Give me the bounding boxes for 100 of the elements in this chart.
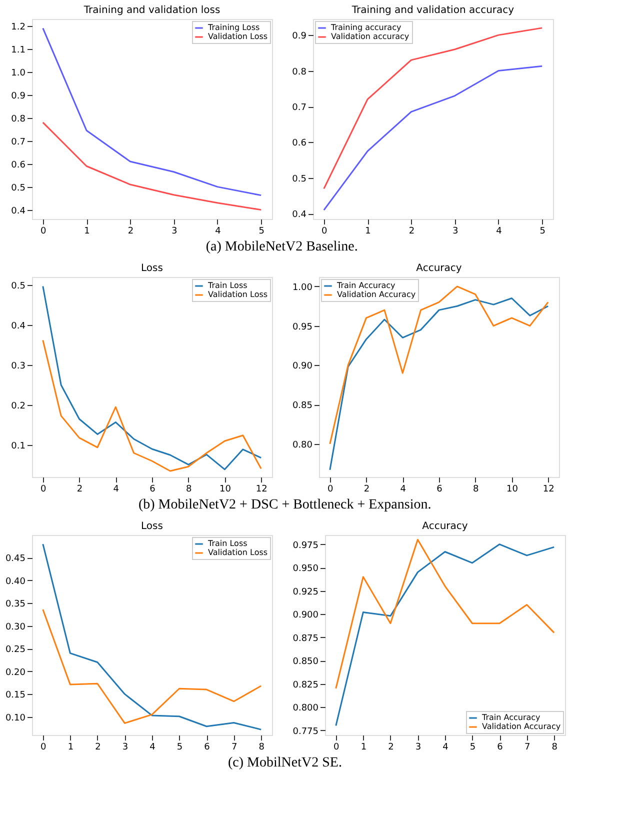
text: (a) MobileNetV2 Baseline. [206, 240, 358, 254]
chart-title: Accuracy [422, 521, 468, 532]
x-tick-label: 1 [84, 226, 90, 236]
legend-label: Train Loss [207, 539, 248, 548]
chart-title: Training and validation loss [82, 5, 220, 16]
y-tick-label: 0.6 [11, 160, 26, 170]
y-tick-label: 0.1 [11, 442, 26, 452]
legend-label: Train Accuracy [336, 281, 396, 290]
y-tick-label: 0.900 [292, 610, 319, 621]
y-tick-label: 0.10 [5, 713, 26, 724]
x-tick-label: 5 [470, 742, 476, 752]
x-tick-label: 4 [442, 742, 449, 752]
y-tick-label: 0.40 [5, 576, 26, 587]
x-tick-label: 10 [220, 484, 232, 494]
x-tick-label: 5 [176, 742, 183, 752]
x-tick-label: 0 [322, 226, 328, 236]
legend-label: Validation accuracy [331, 32, 410, 41]
y-tick-label: 0.25 [5, 645, 26, 656]
x-tick-label: 7 [524, 742, 530, 752]
y-tick-label: 0.875 [292, 634, 318, 644]
y-tick-label: 0.4 [11, 206, 26, 216]
y-tick-label: 0.9 [11, 91, 26, 102]
y-tick-label: 0.775 [292, 726, 318, 737]
y-tick-label: 0.5 [292, 174, 306, 184]
y-tick-label: 0.4 [292, 210, 307, 220]
y-tick-label: 0.9 [292, 32, 307, 42]
y-tick-label: 0.90 [292, 362, 313, 372]
y-tick-label: 0.3 [11, 362, 26, 372]
y-tick-label: 0.7 [292, 103, 306, 113]
legend-label: Validation Loss [208, 548, 268, 557]
legend-label: Train Loss [207, 281, 248, 290]
text: (c) MobilNetV2 SE. [228, 756, 342, 770]
x-tick-label: 4 [150, 742, 156, 752]
x-tick-label: 8 [472, 484, 479, 494]
x-tick-label: 8 [552, 742, 558, 752]
y-tick-label: 0.45 [5, 554, 26, 564]
x-tick-label: 0 [328, 484, 334, 494]
y-tick-label: 0.8 [292, 67, 307, 78]
y-tick-label: 0.6 [292, 138, 307, 149]
x-tick-label: 1 [365, 226, 371, 236]
y-tick-label: 1.1 [11, 45, 26, 56]
legend-label: Training accuracy [330, 23, 402, 32]
x-tick-label: 0 [334, 742, 340, 752]
x-tick-label: 6 [497, 742, 504, 752]
y-tick-label: 1.0 [11, 68, 26, 78]
x-tick-label: 1 [68, 742, 74, 752]
x-tick-label: 3 [122, 742, 128, 752]
x-tick-label: 7 [231, 742, 238, 752]
y-tick-label: 0.4 [11, 322, 26, 332]
x-tick-label: 5 [258, 226, 264, 236]
legend-label: Validation Loss [208, 290, 268, 299]
line-series [42, 122, 262, 211]
y-tick-label: 0.80 [292, 440, 313, 450]
x-tick-label: 0 [40, 484, 47, 494]
x-tick-label: 8 [258, 742, 265, 752]
legend-label: Train Accuracy [481, 713, 541, 722]
line-series [42, 608, 262, 724]
legend-label: Validation Accuracy [482, 722, 561, 731]
x-tick-label: 5 [540, 226, 546, 236]
y-tick-label: 0.925 [292, 587, 318, 598]
x-tick-label: 10 [506, 484, 518, 494]
y-tick-label: 0.5 [11, 183, 26, 194]
x-tick-label: 4 [113, 484, 120, 494]
y-tick-label: 0.85 [292, 401, 312, 412]
x-tick-label: 2 [76, 484, 83, 494]
line-series [335, 538, 555, 690]
x-tick-label: 2 [128, 226, 134, 236]
y-tick-label: 0.825 [292, 680, 318, 690]
text: (b) MobileNetV2 + DSC + Bottleneck + Expansion. [138, 498, 432, 512]
y-tick-label: 1.2 [11, 22, 26, 32]
y-tick-label: 0.8 [11, 114, 26, 124]
x-tick-label: 0 [40, 226, 47, 236]
legend-label: Validation Accuracy [337, 290, 416, 299]
x-tick-label: 2 [364, 484, 370, 494]
chart-title: Loss [141, 521, 163, 532]
y-tick-label: 0.20 [5, 668, 26, 678]
x-tick-label: 12 [542, 484, 554, 494]
x-tick-label: 4 [496, 226, 502, 236]
x-tick-label: 12 [256, 484, 268, 494]
legend-label: Training Loss [207, 23, 260, 32]
y-tick-label: 0.950 [292, 564, 319, 574]
x-tick-label: 4 [400, 484, 406, 494]
y-tick-label: 0.95 [292, 322, 312, 332]
y-tick-label: 1.00 [292, 282, 313, 293]
x-tick-label: 2 [408, 226, 415, 236]
chart-title: Training and validation accuracy [350, 5, 514, 16]
line-series [323, 65, 543, 211]
x-tick-label: 6 [436, 484, 443, 494]
y-tick-label: 0.2 [11, 402, 26, 412]
x-tick-label: 1 [360, 742, 367, 752]
y-tick-label: 0.15 [5, 690, 26, 701]
x-tick-label: 2 [388, 742, 394, 752]
y-tick-label: 0.7 [11, 137, 26, 148]
y-tick-label: 0.975 [292, 540, 318, 551]
line-series [42, 339, 262, 472]
x-tick-label: 2 [95, 742, 101, 752]
x-tick-label: 8 [186, 484, 192, 494]
y-tick-label: 0.35 [5, 600, 26, 610]
y-tick-label: 0.800 [292, 704, 319, 714]
chart-title: Accuracy [416, 263, 462, 274]
